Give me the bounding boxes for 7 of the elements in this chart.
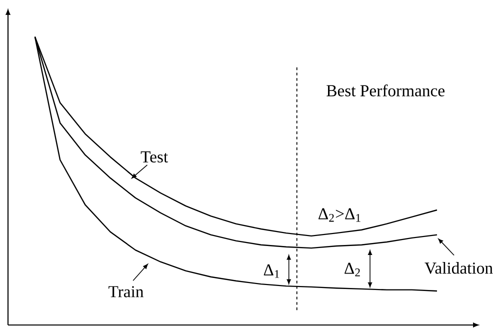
annotation: Train [108,286,144,298]
annotation: Best Performance [326,84,444,96]
annotation: Δ$_{2}$ [344,262,360,276]
annotation: Δ$_{1}$ [264,264,280,278]
annotation: Validation [424,262,493,274]
annotation: Test [140,151,168,163]
annotation: Δ$_{2}$>Δ$_{1}$ [318,208,360,222]
